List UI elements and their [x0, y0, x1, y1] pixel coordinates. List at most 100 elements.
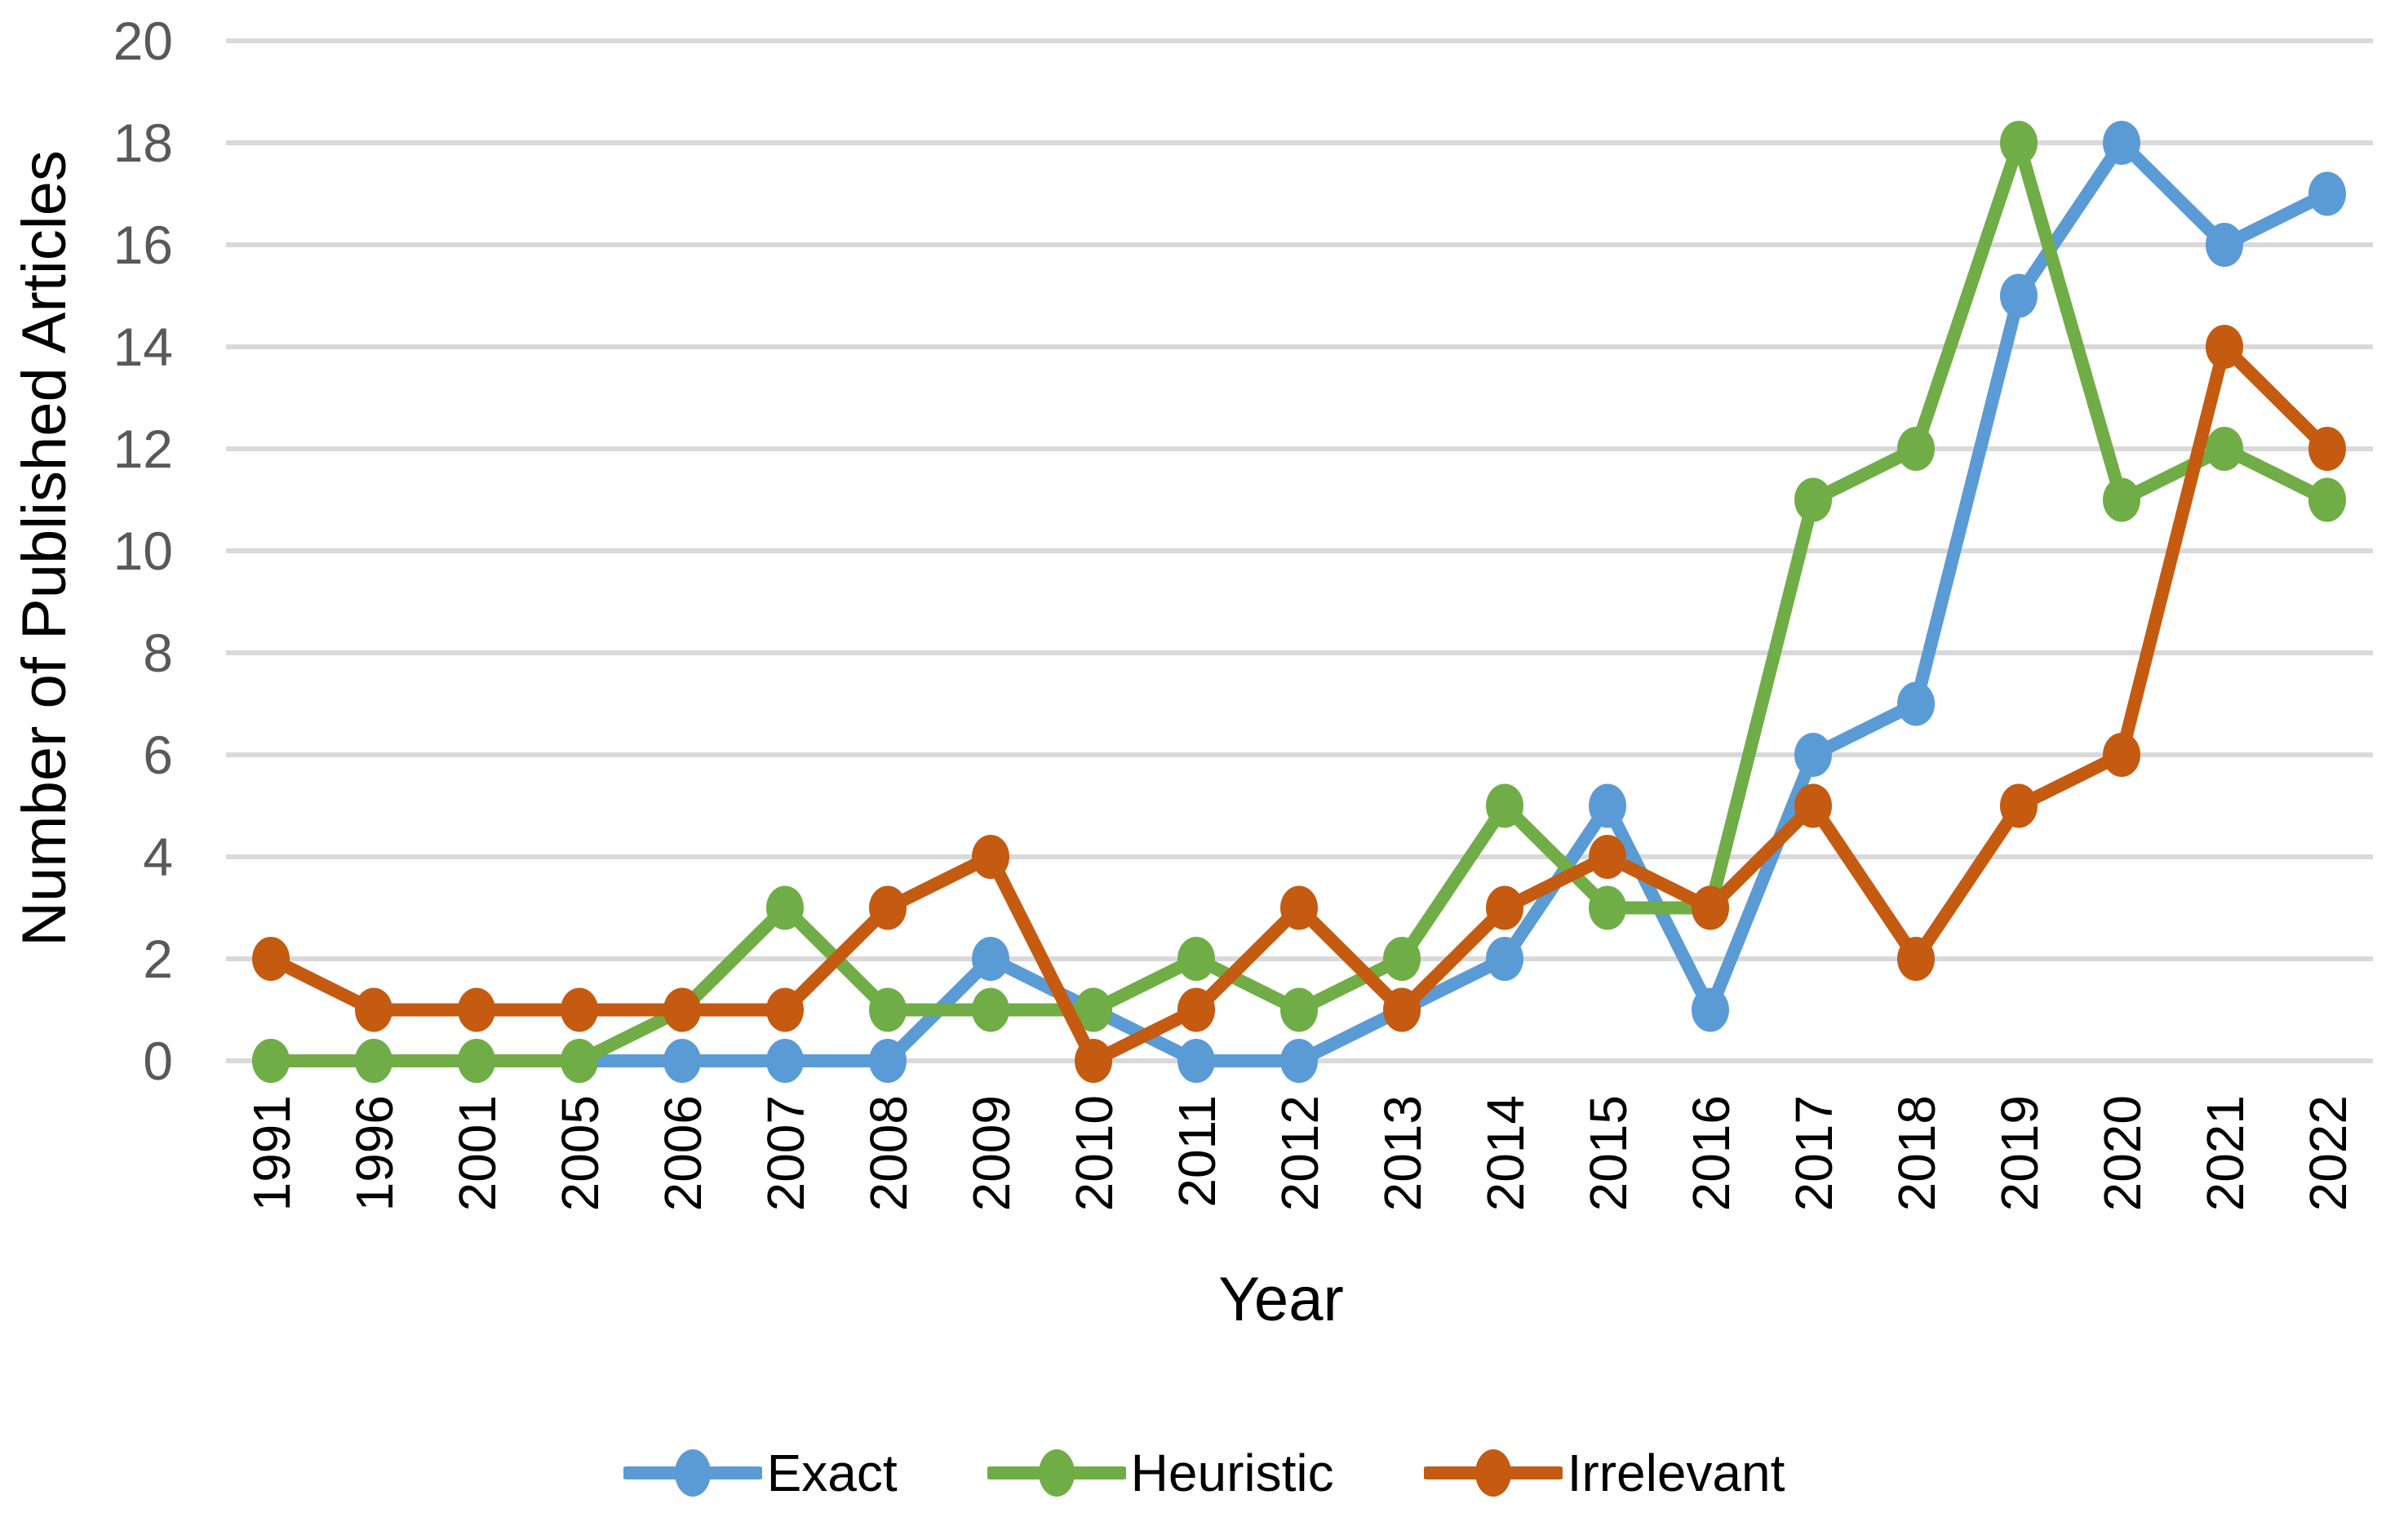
y-tick-label: 12	[113, 419, 173, 479]
x-tick-label: 1996	[345, 1095, 404, 1211]
x-tick-label: 2016	[1682, 1095, 1741, 1211]
data-point-marker	[2000, 783, 2038, 828]
data-point-marker	[2000, 273, 2038, 318]
data-point-marker	[1177, 1039, 1215, 1083]
data-point-marker	[1280, 885, 1318, 930]
data-point-marker	[1075, 987, 1112, 1032]
data-point-marker	[2000, 121, 2038, 165]
x-tick-label: 2011	[1168, 1095, 1226, 1208]
data-point-marker	[2206, 223, 2243, 267]
legend-marker-exact	[623, 1449, 762, 1497]
data-point-marker	[869, 1039, 907, 1083]
data-point-marker	[1075, 1039, 1112, 1083]
legend-marker-heuristic	[987, 1449, 1126, 1497]
y-tick-label: 20	[113, 11, 173, 71]
data-point-marker	[252, 937, 290, 981]
data-point-marker	[1897, 427, 1935, 471]
y-tick-label: 4	[143, 827, 173, 887]
data-point-marker	[1383, 937, 1421, 981]
x-tick-label: 2019	[1990, 1095, 2049, 1211]
series-exact	[252, 121, 2346, 1083]
x-tick-label: 2013	[1373, 1095, 1432, 1211]
data-point-marker	[1897, 681, 1935, 726]
y-tick-label: 18	[113, 113, 173, 173]
data-point-marker	[2308, 171, 2346, 216]
data-point-marker	[2103, 477, 2140, 522]
data-point-marker	[1486, 937, 1523, 981]
data-point-marker	[2308, 427, 2346, 471]
data-point-marker	[1177, 937, 1215, 981]
data-point-marker	[1486, 783, 1523, 828]
x-tick-label: 2018	[1887, 1095, 1946, 1211]
x-tick-label: 1991	[242, 1095, 301, 1211]
legend-item-heuristic: Heuristic	[987, 1440, 1334, 1506]
data-point-marker	[1383, 987, 1421, 1032]
data-point-marker	[869, 885, 907, 930]
data-point-marker	[663, 1039, 701, 1083]
data-point-marker	[561, 1039, 598, 1083]
y-tick-label: 8	[143, 623, 173, 683]
x-tick-label: 2022	[2299, 1095, 2357, 1211]
legend-dot	[1475, 1449, 1511, 1497]
x-tick-label: 2007	[756, 1095, 815, 1211]
x-tick-label: 2012	[1271, 1095, 1329, 1211]
y-axis-title: Number of Published Articles	[10, 150, 79, 947]
y-tick-label: 10	[113, 521, 173, 581]
x-tick-label: 2009	[962, 1095, 1021, 1211]
data-point-marker	[2206, 325, 2243, 369]
data-point-marker	[1794, 733, 1832, 777]
data-point-marker	[2103, 121, 2140, 165]
x-tick-label: 2001	[448, 1095, 507, 1211]
data-point-marker	[1589, 835, 1626, 879]
series-irrelevant	[252, 325, 2346, 1083]
legend-label: Irrelevant	[1567, 1444, 1785, 1502]
data-point-marker	[972, 987, 1009, 1032]
legend-label: Exact	[766, 1444, 898, 1502]
data-point-marker	[1177, 987, 1215, 1032]
data-point-marker	[2103, 733, 2140, 777]
data-point-marker	[2308, 477, 2346, 522]
data-point-marker	[766, 885, 804, 930]
x-tick-label: 2017	[1785, 1095, 1843, 1211]
data-point-marker	[663, 987, 701, 1032]
data-point-marker	[355, 1039, 392, 1083]
series-line-irrelevant	[264, 340, 2334, 1067]
data-point-marker	[561, 987, 598, 1032]
data-point-marker	[1280, 1039, 1318, 1083]
y-tick-label: 16	[113, 215, 173, 275]
data-point-marker	[1692, 885, 1729, 930]
y-tick-label: 14	[113, 317, 173, 377]
legend-dot	[674, 1449, 711, 1497]
data-point-marker	[1589, 885, 1626, 930]
series-layer	[252, 121, 2346, 1083]
y-tick-label: 2	[143, 929, 173, 989]
data-point-marker	[972, 937, 1009, 981]
x-tick-label: 2014	[1476, 1095, 1535, 1211]
x-tick-label: 2005	[551, 1095, 610, 1211]
y-axis-tick-labels: 0 2 4 6 8 10 12 14 16 18 20	[113, 11, 173, 1091]
data-point-marker	[458, 1039, 495, 1083]
x-tick-label: 2021	[2196, 1095, 2255, 1211]
x-tick-label: 2020	[2093, 1095, 2152, 1211]
data-point-marker	[766, 1039, 804, 1083]
data-point-marker	[869, 987, 907, 1032]
data-point-marker	[766, 987, 804, 1032]
data-point-marker	[1589, 783, 1626, 828]
x-tick-label: 2006	[654, 1095, 712, 1211]
x-tick-label: 2015	[1579, 1095, 1638, 1211]
data-point-marker	[1794, 783, 1832, 828]
chart-legend: Exact Heuristic Irrelevant	[0, 1420, 2408, 1526]
x-tick-label: 2008	[859, 1095, 918, 1211]
data-point-marker	[1486, 885, 1523, 930]
y-tick-label: 6	[143, 725, 173, 785]
legend-item-exact: Exact	[623, 1440, 898, 1506]
x-axis-tick-labels: 1991 1996 2001 2005 2006 2007 2008 2009 2010 2011…	[242, 1095, 2357, 1211]
x-tick-label: 2010	[1065, 1095, 1124, 1211]
x-axis-title: Year	[1218, 1265, 1344, 1334]
data-point-marker	[1794, 477, 1832, 522]
legend-marker-irrelevant	[1423, 1449, 1563, 1497]
data-point-marker	[1280, 987, 1318, 1032]
data-point-marker	[1897, 937, 1935, 981]
